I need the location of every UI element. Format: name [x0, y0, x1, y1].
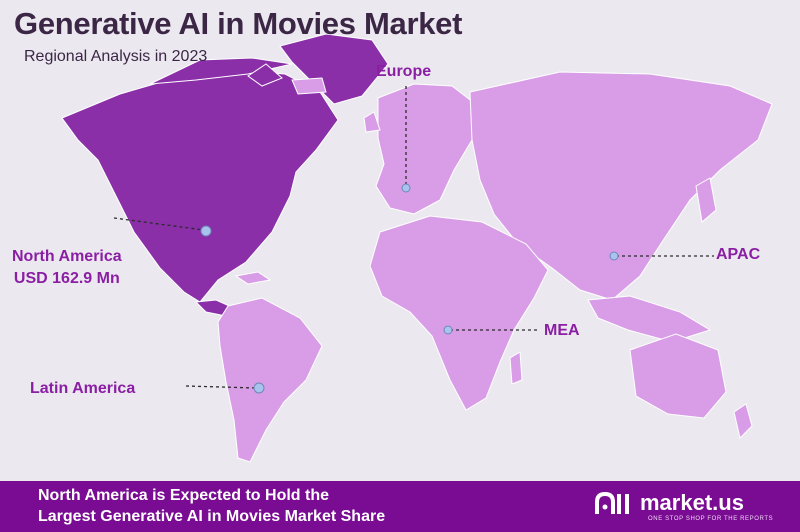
marker-latin-america: [253, 382, 265, 394]
region-latin-america: [217, 271, 323, 463]
footer-text: North America is Expected to Hold the La…: [38, 485, 385, 527]
footer-line-1: North America is Expected to Hold the: [38, 487, 330, 504]
label-mea: MEA: [544, 322, 580, 339]
region-mea: [369, 215, 549, 411]
label-apac: APAC: [716, 246, 761, 263]
marker-north-america: [200, 225, 212, 237]
page-title: Generative AI in Movies Market: [14, 6, 463, 41]
footer-line-2: Largest Generative AI in Movies Market S…: [38, 508, 386, 525]
label-north-america-value: USD 162.9 Mn: [13, 270, 120, 287]
brand-mark-icon: [595, 491, 629, 514]
brand-tagline: ONE STOP SHOP FOR THE REPORTS: [648, 516, 774, 522]
marker-europe: [401, 183, 411, 193]
footer-banner: North America is Expected to Hold the La…: [0, 481, 800, 532]
brand-name: market.us: [640, 490, 744, 515]
region-apac: [469, 71, 773, 439]
label-north-america: North America USD 162.9 Mn: [12, 246, 122, 290]
region-north-america: [61, 33, 389, 317]
markers: [200, 183, 619, 394]
label-latin-america: Latin America: [30, 380, 136, 397]
label-north-america-name: North America: [12, 248, 122, 265]
brand-logo: market.us ONE STOP SHOP FOR THE REPORTS: [594, 490, 773, 522]
marker-apac: [609, 251, 619, 261]
label-europe: Europe: [376, 63, 432, 80]
marker-mea: [443, 325, 453, 335]
page-subtitle: Regional Analysis in 2023: [24, 48, 208, 65]
connectors: [113, 86, 714, 389]
region-europe: [291, 77, 479, 215]
